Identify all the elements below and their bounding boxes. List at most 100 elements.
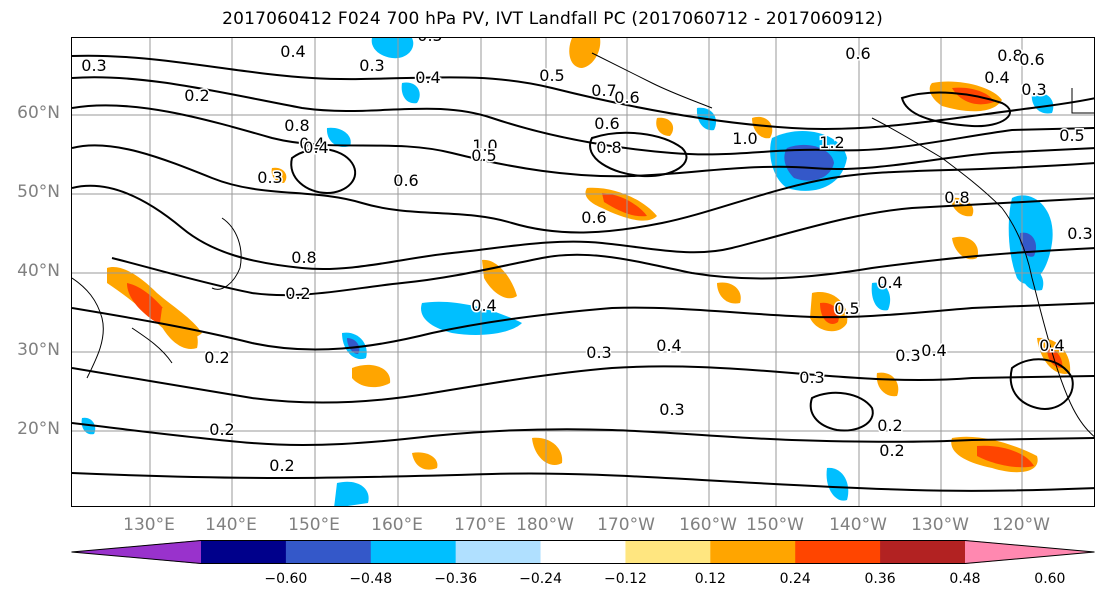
positive-anomaly [271,167,287,183]
contour-label: 1.0 [472,136,497,155]
positive-anomaly [952,236,978,260]
colorbar-segment [455,540,542,564]
contour-label: 0.7 [591,81,616,100]
contour-label: 0.2 [209,420,234,439]
positive-anomaly [820,302,839,324]
contour-label: 0.4 [984,68,1009,87]
contour-label: 0.3 [1021,80,1046,99]
contour-label: 0.6 [614,88,639,107]
lon-label: 140°W [829,515,887,535]
contour-label: 0.8 [944,188,969,207]
negative-anomaly [81,417,96,435]
map-canvas: 0.870.80.30.40.20.50.40.30.41.00.80.50.7… [72,38,1094,506]
contour-label: 0.4 [921,341,946,360]
contour-label: 1.2 [819,133,844,152]
colorbar [71,540,1095,564]
positive-anomaly [752,116,773,139]
contour-label: 0.8 [997,46,1022,65]
colorbar-segment [795,540,881,564]
contour-label: 0.3 [257,168,282,187]
positive-anomaly [160,308,198,349]
lon-label: 130°W [911,515,969,535]
colorbar-extend-max [965,540,1095,564]
map-panel: 0.870.80.30.40.20.50.40.30.41.00.80.50.7… [71,37,1095,507]
lat-label-60n: 60°N [17,103,60,123]
anomaly-fills [81,38,1071,506]
positive-anomaly [412,452,438,470]
colorbar-segment [201,540,287,564]
contour-label: 0.6 [594,114,619,133]
contour-label: 0.2 [877,416,902,435]
map-title: 2017060412 F024 700 hPa PV, IVT Landfall… [222,9,883,29]
lat-label-40n: 40°N [17,261,60,281]
contour-label: 0.2 [269,456,294,475]
positive-anomaly [532,437,563,466]
lon-label: 150°E [288,515,340,535]
lat-label-30n: 30°N [17,340,60,360]
contour-label: 0.3 [1067,224,1092,243]
colorbar-extend-min [71,540,201,564]
lat-label-20n: 20°N [17,419,60,439]
negative-anomaly [347,338,360,354]
colorbar-tick-label: 0.24 [779,571,811,587]
colorbar-tick-label: −0.48 [349,571,393,587]
positive-anomaly [352,364,391,388]
negative-anomaly [334,481,369,506]
negative-anomaly [371,38,414,59]
contour-label: 0.3 [799,368,824,387]
lon-label: 140°E [205,515,257,535]
colorbar-segment [285,540,372,564]
contour-label: 0.5 [834,299,859,318]
negative-anomaly [326,127,351,148]
contour-label: 0.8 [291,248,316,267]
contour-label: 0.6 [1019,50,1044,69]
colorbar-tick-label: 0.60 [1034,571,1066,587]
positive-anomaly [602,193,647,217]
lon-label: 170°W [597,515,655,535]
lon-label: 170°E [454,515,506,535]
contour-label: 0.4 [303,138,328,157]
contour-labels: 0.870.80.30.40.20.50.40.30.41.00.80.50.7… [80,38,1094,477]
contour-label: 0.2 [285,284,310,303]
colorbar-segment [540,540,626,564]
lat-label-50n: 50°N [17,182,60,202]
positive-anomaly [717,282,741,304]
lon-label: 120°W [992,515,1050,535]
contour-label: 0.4 [1039,336,1064,355]
lon-label: 130°E [123,515,175,535]
contour-label: 0.6 [581,208,606,227]
colorbar-segment [710,540,796,564]
contour-label: 0.2 [204,348,229,367]
colorbar-tick-label: 0.36 [864,571,896,587]
contour-label: 0.5 [471,146,496,165]
contour-label: 0.5 [539,66,564,85]
negative-anomaly [826,467,849,501]
contour-label: 0.5 [1059,126,1084,145]
positive-anomaly [482,259,517,299]
contour-label: 0.6 [845,44,870,63]
colorbar-tick-label: −0.12 [603,571,647,587]
contour-label: 0.4 [280,42,305,61]
negative-anomaly [871,282,891,311]
contour-label: 0.3 [81,56,106,75]
contour-label: 0.4 [877,273,902,292]
contour-label: 0.3 [895,346,920,365]
colorbar-segment [880,540,966,564]
negative-anomaly [421,301,522,335]
contour-label: 0.6 [393,171,418,190]
colorbar-segment [625,540,711,564]
colorbar-tick-label: −0.24 [519,571,562,587]
contour-label: 0.2 [184,86,209,105]
contour-label: 0.4 [471,296,496,315]
colorbar-outline [71,540,1095,564]
colorbar-segment [370,540,457,564]
positive-anomaly [876,372,899,397]
contour-label: 0.4 [656,336,681,355]
pv-contours [72,54,1094,492]
positive-anomaly [127,283,169,324]
colorbar-tick-label: 0.12 [694,571,726,587]
contour-label: 0.3 [586,343,611,362]
positive-anomaly [569,38,601,68]
contour-label: 0.8 [284,116,309,135]
positive-anomaly [950,197,974,217]
